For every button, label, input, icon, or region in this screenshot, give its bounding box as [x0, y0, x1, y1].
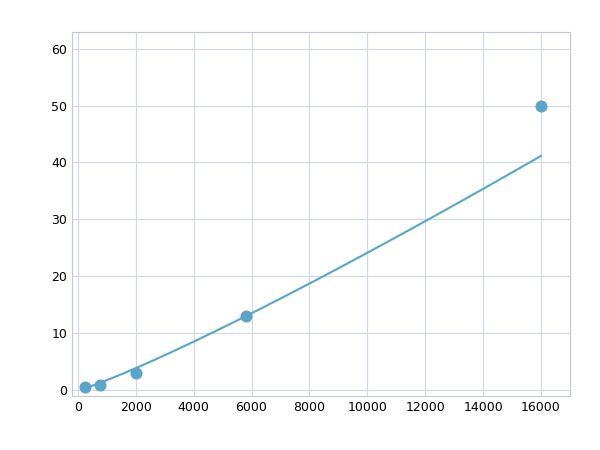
Point: [241, 313, 251, 320]
Point: [80, 384, 90, 391]
Point: [95, 381, 104, 388]
Point: [536, 102, 546, 109]
Point: [131, 369, 140, 377]
